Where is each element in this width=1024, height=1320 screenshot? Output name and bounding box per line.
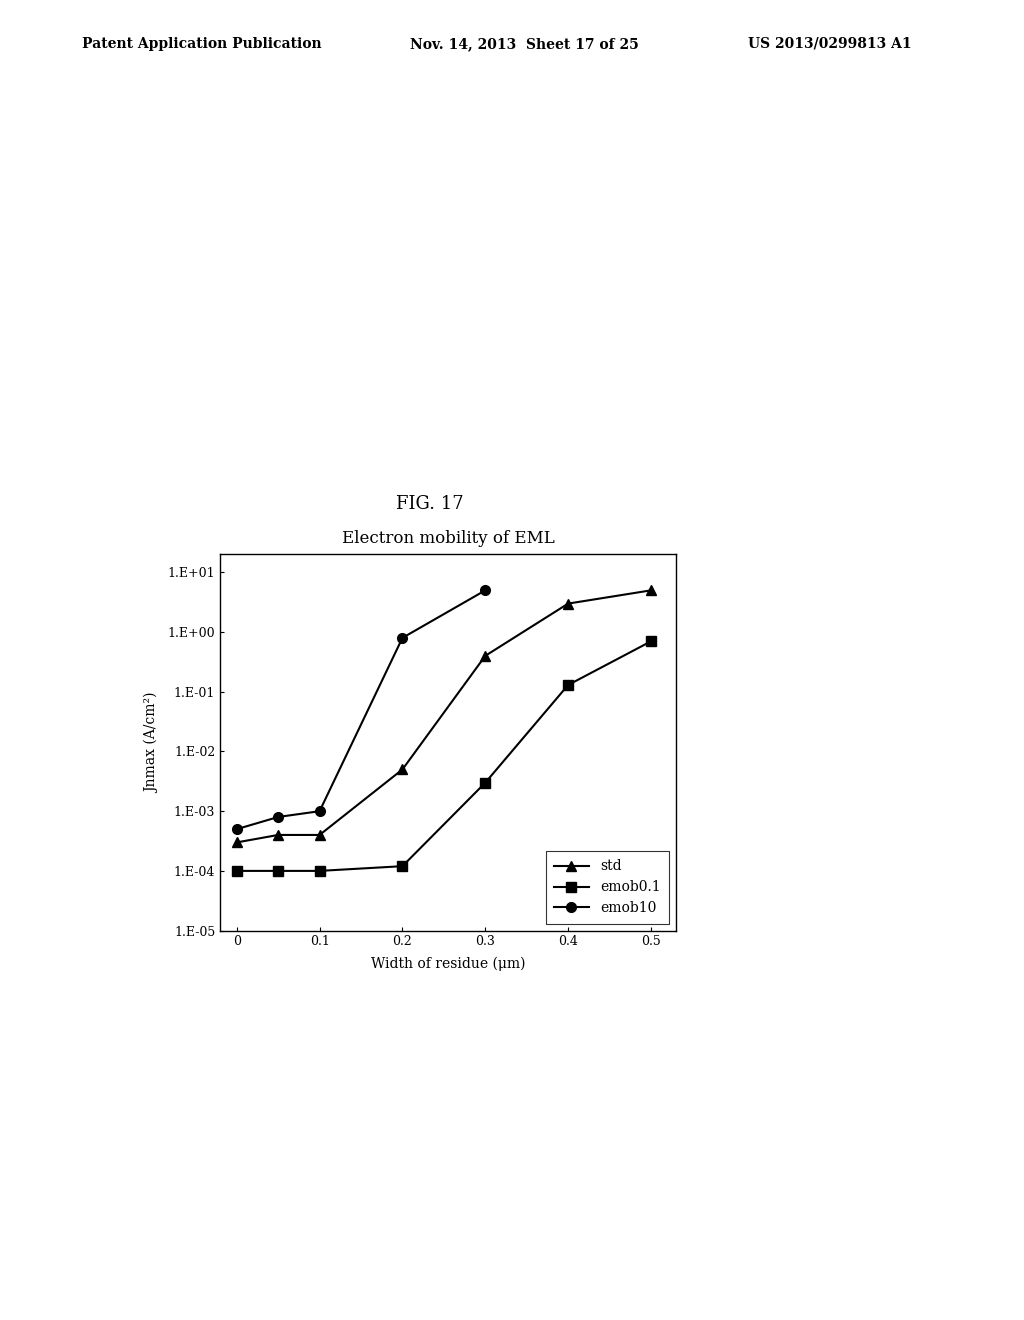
Line: emob0.1: emob0.1 xyxy=(231,636,655,875)
emob0.1 xyxy=(479,775,492,791)
std xyxy=(230,834,243,850)
emob10 xyxy=(313,804,326,820)
emob10 xyxy=(272,809,285,825)
emob0.1 xyxy=(272,863,285,879)
Y-axis label: Jnmax (A/cm²): Jnmax (A/cm²) xyxy=(145,692,160,793)
emob10 xyxy=(396,630,409,645)
emob0.1 xyxy=(396,858,409,874)
Text: Patent Application Publication: Patent Application Publication xyxy=(82,37,322,51)
emob0.1 xyxy=(645,634,657,649)
emob10 xyxy=(479,582,492,598)
Text: US 2013/0299813 A1: US 2013/0299813 A1 xyxy=(748,37,911,51)
Line: std: std xyxy=(231,586,655,847)
Text: FIG. 17: FIG. 17 xyxy=(396,495,464,513)
std xyxy=(396,762,409,777)
std xyxy=(313,828,326,843)
std xyxy=(479,648,492,664)
emob0.1 xyxy=(230,863,243,879)
Text: Nov. 14, 2013  Sheet 17 of 25: Nov. 14, 2013 Sheet 17 of 25 xyxy=(410,37,638,51)
Line: emob10: emob10 xyxy=(231,586,490,834)
emob0.1 xyxy=(313,863,326,879)
Title: Electron mobility of EML: Electron mobility of EML xyxy=(342,531,554,548)
std xyxy=(645,582,657,598)
Legend: std, emob0.1, emob10: std, emob0.1, emob10 xyxy=(546,851,669,924)
X-axis label: Width of residue (μm): Width of residue (μm) xyxy=(371,957,525,972)
emob10 xyxy=(230,821,243,837)
std xyxy=(562,595,574,611)
emob0.1 xyxy=(562,677,574,693)
std xyxy=(272,828,285,843)
